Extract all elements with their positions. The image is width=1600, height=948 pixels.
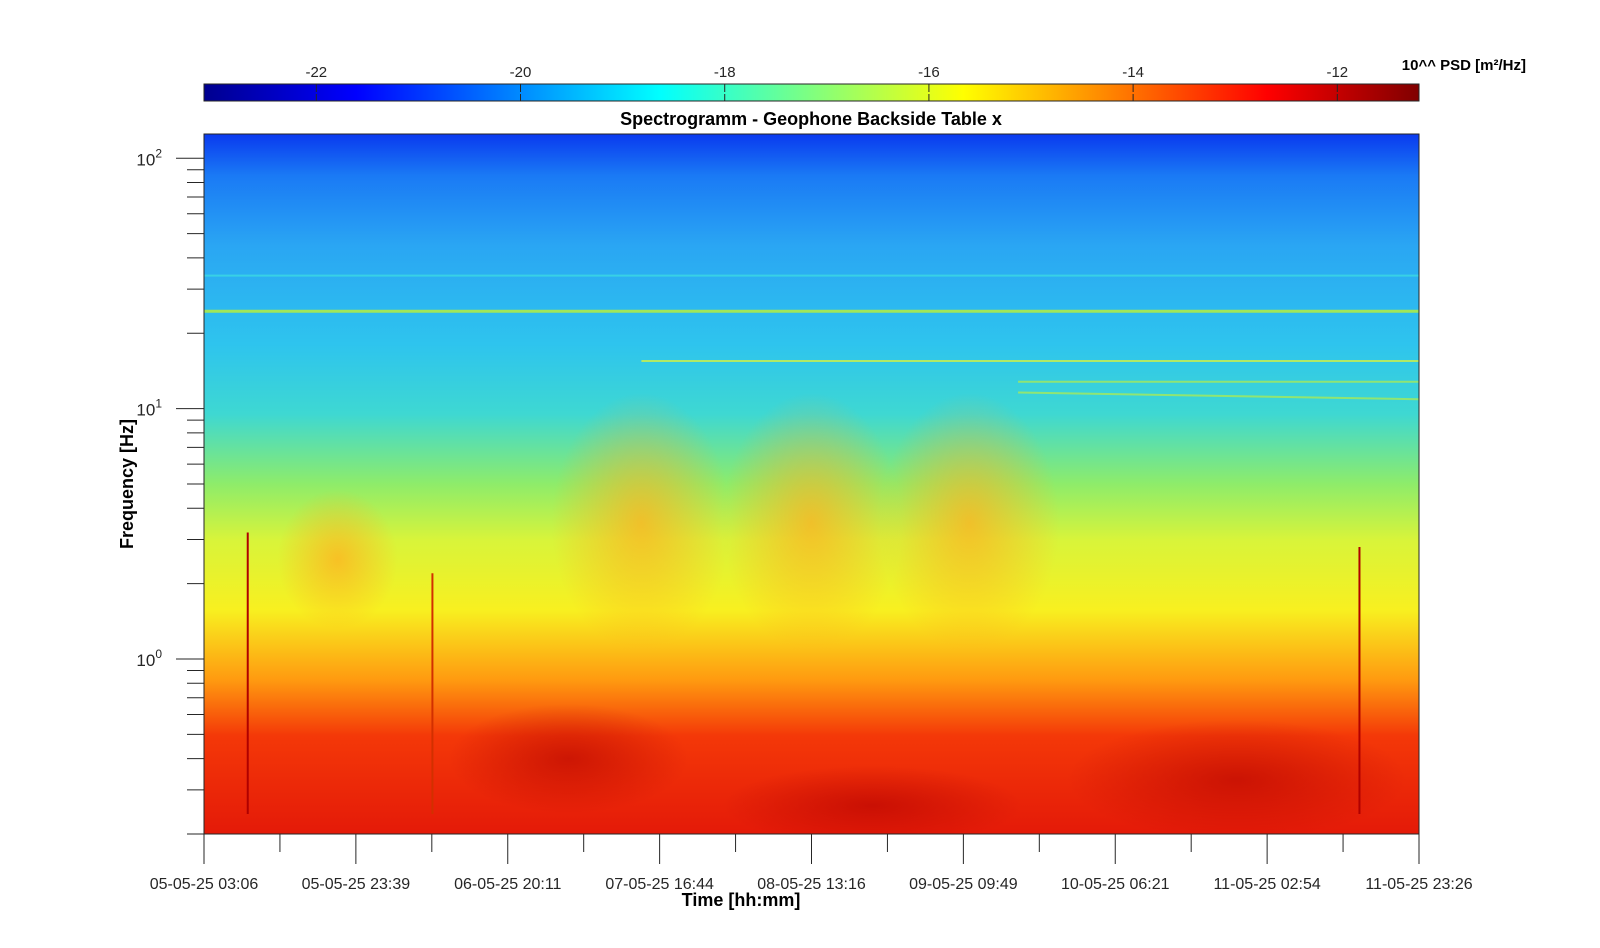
colorbar-tick-label: -18	[714, 64, 736, 81]
activity-blob	[879, 392, 1060, 653]
low-frequency-patch	[722, 765, 1023, 834]
colorbar-ticks: -22 -20 -18 -16 -14 -12	[305, 64, 1348, 101]
y-axis: 100 101 102	[136, 146, 204, 835]
colorbar-label: 10^^ PSD [m²/Hz]	[1402, 57, 1526, 74]
colorbar-gradient	[203, 83, 1420, 102]
x-axis: 05-05-25 03:06 05-05-25 23:39 06-05-25 20:…	[150, 834, 1473, 893]
colorbar-tick-label: -16	[918, 64, 940, 81]
y-axis-label: Frequency [Hz]	[117, 419, 137, 549]
y-tick-label: 102	[136, 146, 162, 169]
colorbar-tick-label: -20	[510, 64, 532, 81]
x-tick-label: 05-05-25 03:06	[150, 876, 259, 893]
colorbar: -22 -20 -18 -16 -14 -12 10^^ PSD [m²/Hz]	[203, 57, 1526, 102]
colorbar-tick-label: -12	[1326, 64, 1348, 81]
activity-blob	[721, 392, 902, 653]
x-tick-label: 11-05-25 02:54	[1213, 876, 1320, 893]
x-tick-label: 06-05-25 20:11	[454, 876, 561, 893]
y-tick-label: 101	[136, 397, 162, 420]
x-tick-label: 07-05-25 16:44	[605, 876, 714, 893]
chart-title: Spectrogramm - Geophone Backside Table x	[620, 109, 1002, 129]
activity-blob	[551, 392, 732, 653]
x-tick-label: 08-05-25 13:16	[757, 876, 866, 893]
x-tick-label: 05-05-25 23:39	[302, 876, 411, 893]
x-axis-label: Time [hh:mm]	[682, 890, 801, 910]
activity-blob	[277, 489, 398, 630]
tonal-line	[1018, 391, 1419, 401]
colorbar-tick-label: -14	[1122, 64, 1144, 81]
low-frequency-patch	[1066, 719, 1407, 834]
x-tick-label: 11-05-25 23:26	[1365, 876, 1472, 893]
plot-area	[204, 134, 1419, 834]
colorbar-tick-label: -22	[305, 64, 327, 81]
tonal-lines	[204, 274, 1419, 814]
y-tick-label: 100	[136, 647, 162, 670]
activity-blobs	[277, 392, 1407, 834]
low-frequency-patch	[448, 703, 689, 814]
x-tick-label: 09-05-25 09:49	[909, 876, 1018, 893]
x-tick-label: 10-05-25 06:21	[1061, 876, 1170, 893]
